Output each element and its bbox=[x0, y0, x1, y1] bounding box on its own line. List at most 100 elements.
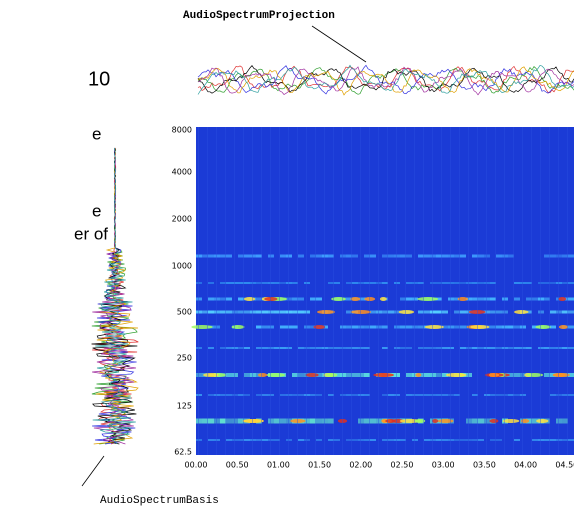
band-segment bbox=[352, 325, 358, 329]
band-segment bbox=[394, 310, 400, 314]
x-tick-label: 04.50 bbox=[555, 461, 574, 470]
band-segment bbox=[292, 373, 298, 377]
band-segment bbox=[304, 347, 310, 349]
band-segment bbox=[496, 347, 502, 349]
band-segment bbox=[502, 297, 508, 301]
hot-spot bbox=[488, 373, 500, 377]
band-segment bbox=[436, 439, 442, 441]
hot-spot bbox=[445, 373, 467, 377]
band-segment bbox=[208, 394, 214, 396]
band-segment bbox=[382, 254, 388, 258]
band-segment bbox=[562, 347, 568, 349]
hot-spot bbox=[313, 325, 326, 329]
band-segment bbox=[316, 347, 322, 349]
streak bbox=[198, 127, 199, 455]
band-segment bbox=[424, 439, 430, 441]
band-segment bbox=[454, 394, 460, 396]
text-fragment: 10 bbox=[88, 68, 110, 90]
hot-spot bbox=[535, 325, 551, 329]
band-segment bbox=[310, 418, 316, 424]
hot-spot bbox=[514, 310, 529, 314]
band-segment bbox=[550, 282, 556, 284]
band-segment bbox=[196, 347, 202, 349]
band-segment bbox=[472, 254, 478, 258]
band-segment bbox=[412, 373, 418, 377]
band-segment bbox=[346, 347, 352, 349]
band-segment bbox=[220, 347, 226, 349]
band-segment bbox=[382, 282, 388, 284]
band-segment bbox=[508, 347, 514, 349]
band-segment bbox=[418, 347, 424, 349]
band-segment bbox=[232, 282, 238, 284]
band-segment bbox=[370, 310, 376, 314]
band-segment bbox=[532, 325, 538, 329]
band-segment bbox=[394, 347, 400, 349]
band-segment bbox=[328, 439, 334, 441]
band-segment bbox=[478, 418, 484, 424]
band-segment bbox=[196, 297, 202, 301]
band-segment bbox=[370, 325, 376, 329]
band-segment bbox=[208, 439, 214, 441]
spectrogram-background bbox=[196, 127, 574, 455]
band-segment bbox=[466, 347, 472, 349]
streak bbox=[333, 127, 334, 455]
band-segment bbox=[436, 373, 442, 377]
band-segment bbox=[550, 310, 556, 314]
band-segment bbox=[346, 297, 352, 301]
band-segment bbox=[472, 282, 478, 284]
band-segment bbox=[328, 254, 334, 258]
hot-spot bbox=[257, 373, 268, 377]
streak bbox=[360, 127, 361, 455]
band-segment bbox=[316, 418, 322, 424]
band-segment bbox=[544, 282, 550, 284]
band-segment bbox=[280, 282, 286, 284]
band-segment bbox=[430, 254, 436, 258]
band-segment bbox=[400, 254, 406, 258]
band-segment bbox=[274, 347, 280, 349]
band-segment bbox=[448, 439, 454, 441]
band-segment bbox=[268, 347, 274, 349]
band-segment bbox=[562, 282, 568, 284]
band-segment bbox=[364, 394, 370, 396]
band-segment bbox=[262, 394, 268, 396]
band-segment bbox=[562, 310, 568, 314]
band-segment bbox=[304, 310, 310, 314]
band-segment bbox=[460, 254, 466, 258]
band-segment bbox=[364, 325, 370, 329]
band-segment bbox=[214, 310, 220, 314]
hot-spot bbox=[470, 325, 490, 329]
band-segment bbox=[424, 310, 430, 314]
band-segment bbox=[328, 418, 334, 424]
band-segment bbox=[556, 254, 562, 258]
band-segment bbox=[490, 394, 496, 396]
band-segment bbox=[520, 347, 526, 349]
band-segment bbox=[328, 347, 334, 349]
hot-spot bbox=[552, 373, 566, 377]
band-segment bbox=[454, 325, 460, 329]
band-segment bbox=[280, 347, 286, 349]
band-segment bbox=[418, 325, 424, 329]
band-segment bbox=[490, 297, 496, 301]
band-segment bbox=[262, 310, 268, 314]
streak bbox=[549, 127, 550, 455]
hot-spot bbox=[242, 419, 264, 423]
band-segment bbox=[484, 310, 490, 314]
band-segment bbox=[406, 373, 412, 377]
band-segment bbox=[562, 254, 568, 258]
band-segment bbox=[460, 282, 466, 284]
band-segment bbox=[376, 310, 382, 314]
band-segment bbox=[196, 254, 202, 258]
streak bbox=[396, 127, 397, 455]
band-segment bbox=[496, 325, 502, 329]
band-segment bbox=[370, 439, 376, 441]
hot-spot bbox=[305, 373, 319, 377]
band-segment bbox=[304, 439, 310, 441]
band-segment bbox=[406, 254, 412, 258]
band-segment bbox=[382, 347, 388, 349]
band-segment bbox=[358, 347, 364, 349]
hot-spot bbox=[558, 325, 569, 329]
hot-spot bbox=[203, 373, 219, 377]
band-segment bbox=[484, 254, 490, 258]
streak bbox=[513, 127, 514, 455]
band-segment bbox=[244, 373, 250, 377]
